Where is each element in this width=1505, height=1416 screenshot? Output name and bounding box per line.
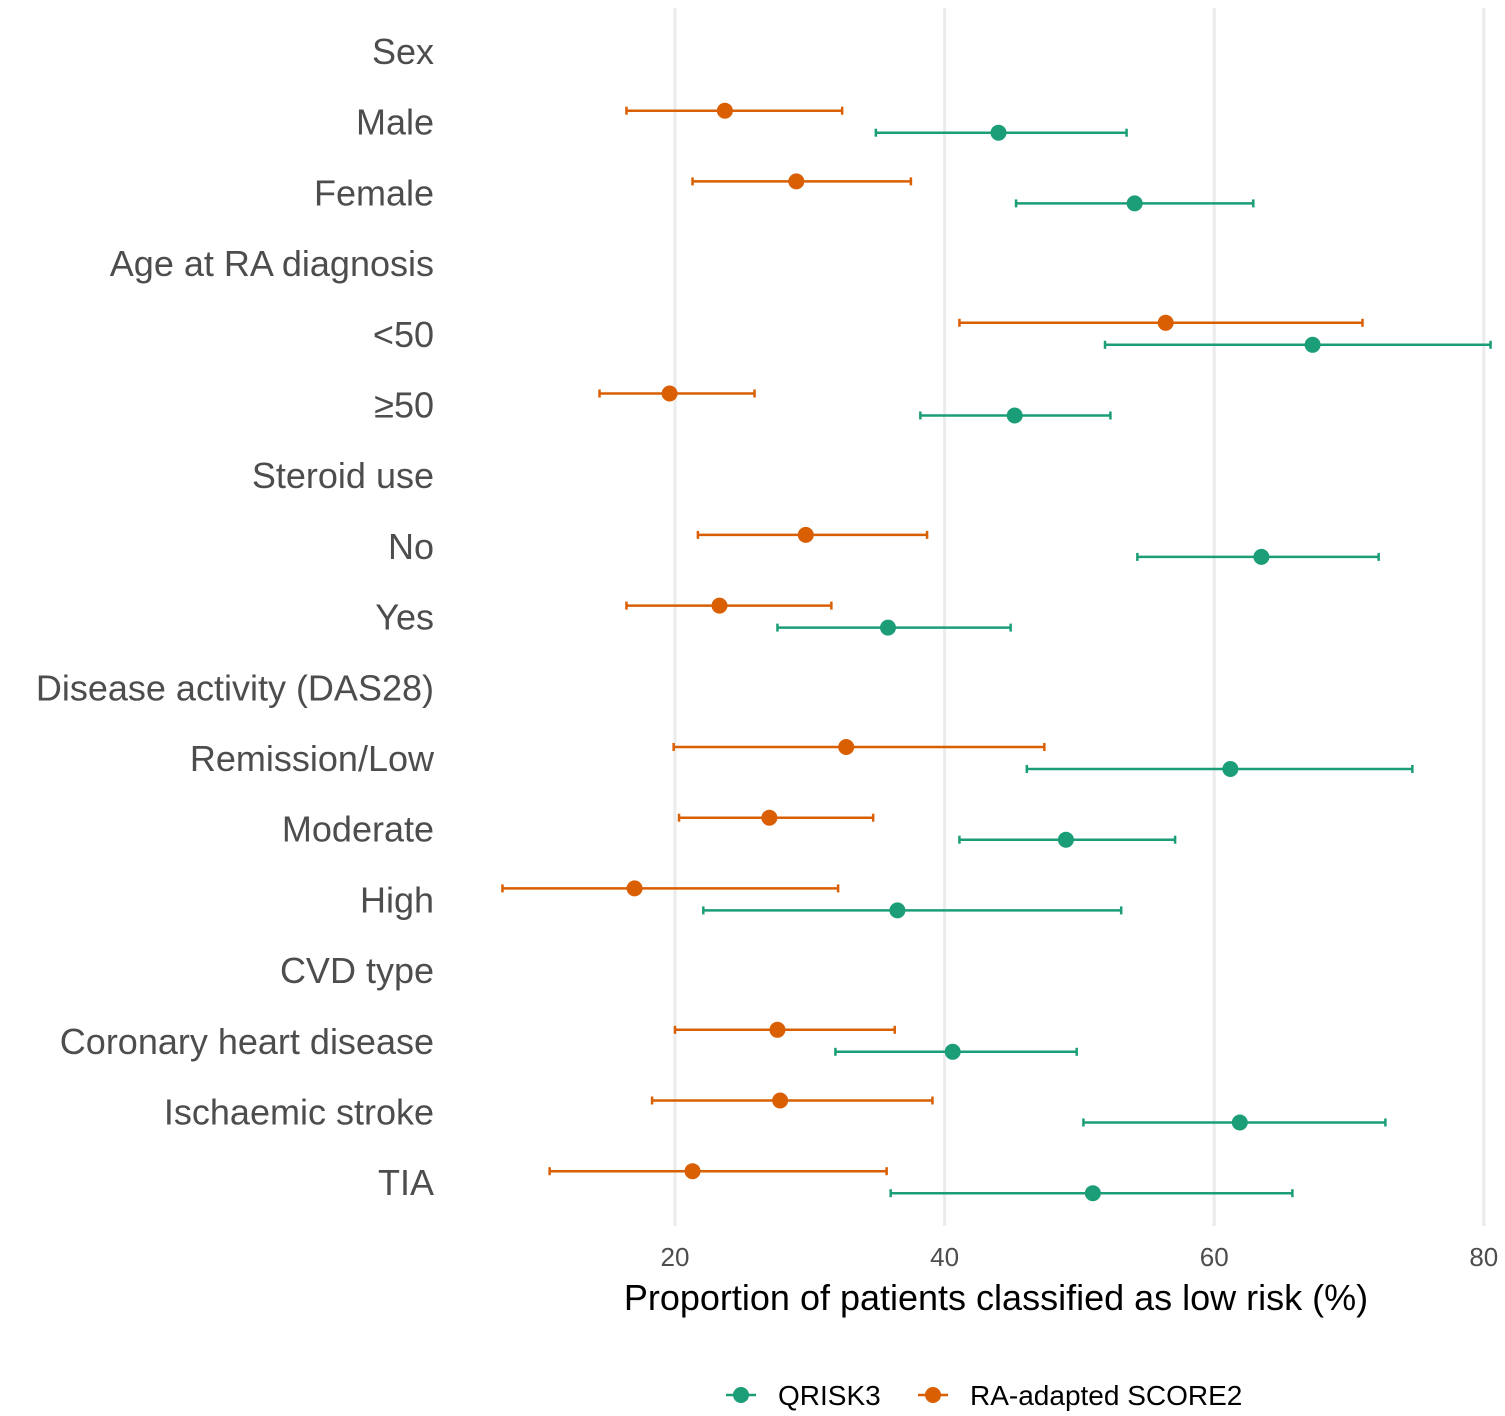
point-estimate xyxy=(1157,314,1174,331)
point-estimate xyxy=(711,597,728,614)
x-tick-label: 80 xyxy=(1469,1242,1498,1272)
x-tick-labels: 20 40 60 80 xyxy=(661,1242,1499,1272)
row-label: <50 xyxy=(373,314,434,355)
point-estimate xyxy=(769,1021,786,1038)
x-tick-label: 20 xyxy=(661,1242,690,1272)
point-estimate xyxy=(879,619,896,636)
point-estimate xyxy=(1222,761,1239,777)
row-label: High xyxy=(360,879,434,920)
legend-key-point xyxy=(925,1387,941,1403)
point-estimate xyxy=(1057,831,1074,848)
row-label: TIA xyxy=(378,1162,434,1203)
row-label: Female xyxy=(314,172,434,213)
legend-label: QRISK3 xyxy=(778,1380,881,1411)
point-estimate xyxy=(1084,1185,1101,1202)
row-label: Disease activity (DAS28) xyxy=(36,667,434,708)
row-label: CVD type xyxy=(280,950,434,991)
row-label: Moderate xyxy=(282,809,434,850)
row-label: ≥50 xyxy=(374,385,434,426)
point-estimate xyxy=(626,880,643,897)
x-tick-label: 40 xyxy=(930,1242,959,1272)
row-label: No xyxy=(388,526,434,567)
point-estimate xyxy=(1253,548,1270,565)
point-estimate xyxy=(772,1092,789,1109)
point-estimate xyxy=(1006,407,1023,424)
point-estimate xyxy=(684,1163,701,1180)
x-axis-label: Proportion of patients classified as low… xyxy=(624,1277,1368,1318)
row-label: Male xyxy=(356,102,434,143)
point-estimate xyxy=(944,1043,961,1060)
point-estimate xyxy=(889,902,906,919)
point-estimate xyxy=(716,102,733,119)
data-marks xyxy=(501,102,1492,1202)
row-label: Steroid use xyxy=(252,455,434,496)
point-estimate xyxy=(1126,195,1143,212)
row-label: Yes xyxy=(375,597,434,638)
row-label: Remission/Low xyxy=(190,738,435,779)
point-estimate xyxy=(1304,336,1321,353)
gridlines xyxy=(673,8,1486,1226)
row-label: Sex xyxy=(372,31,434,72)
legend-label: RA-adapted SCORE2 xyxy=(970,1380,1242,1411)
point-estimate xyxy=(1231,1114,1248,1131)
point-estimate xyxy=(990,124,1007,141)
point-estimate xyxy=(788,173,805,190)
point-estimate xyxy=(797,526,814,543)
legend-key-point xyxy=(733,1387,749,1403)
point-estimate xyxy=(838,739,855,755)
row-labels: Sex Male Female Age at RA diagnosis <50 ≥50 St… xyxy=(36,31,435,1203)
row-label: Coronary heart disease xyxy=(60,1021,434,1062)
point-estimate xyxy=(661,385,678,402)
x-tick-label: 60 xyxy=(1200,1242,1229,1272)
point-estimate xyxy=(761,809,778,826)
row-label: Age at RA diagnosis xyxy=(110,243,434,284)
row-label: Ischaemic stroke xyxy=(164,1092,434,1133)
legend: QRISK3 RA-adapted SCORE2 xyxy=(726,1380,1242,1411)
